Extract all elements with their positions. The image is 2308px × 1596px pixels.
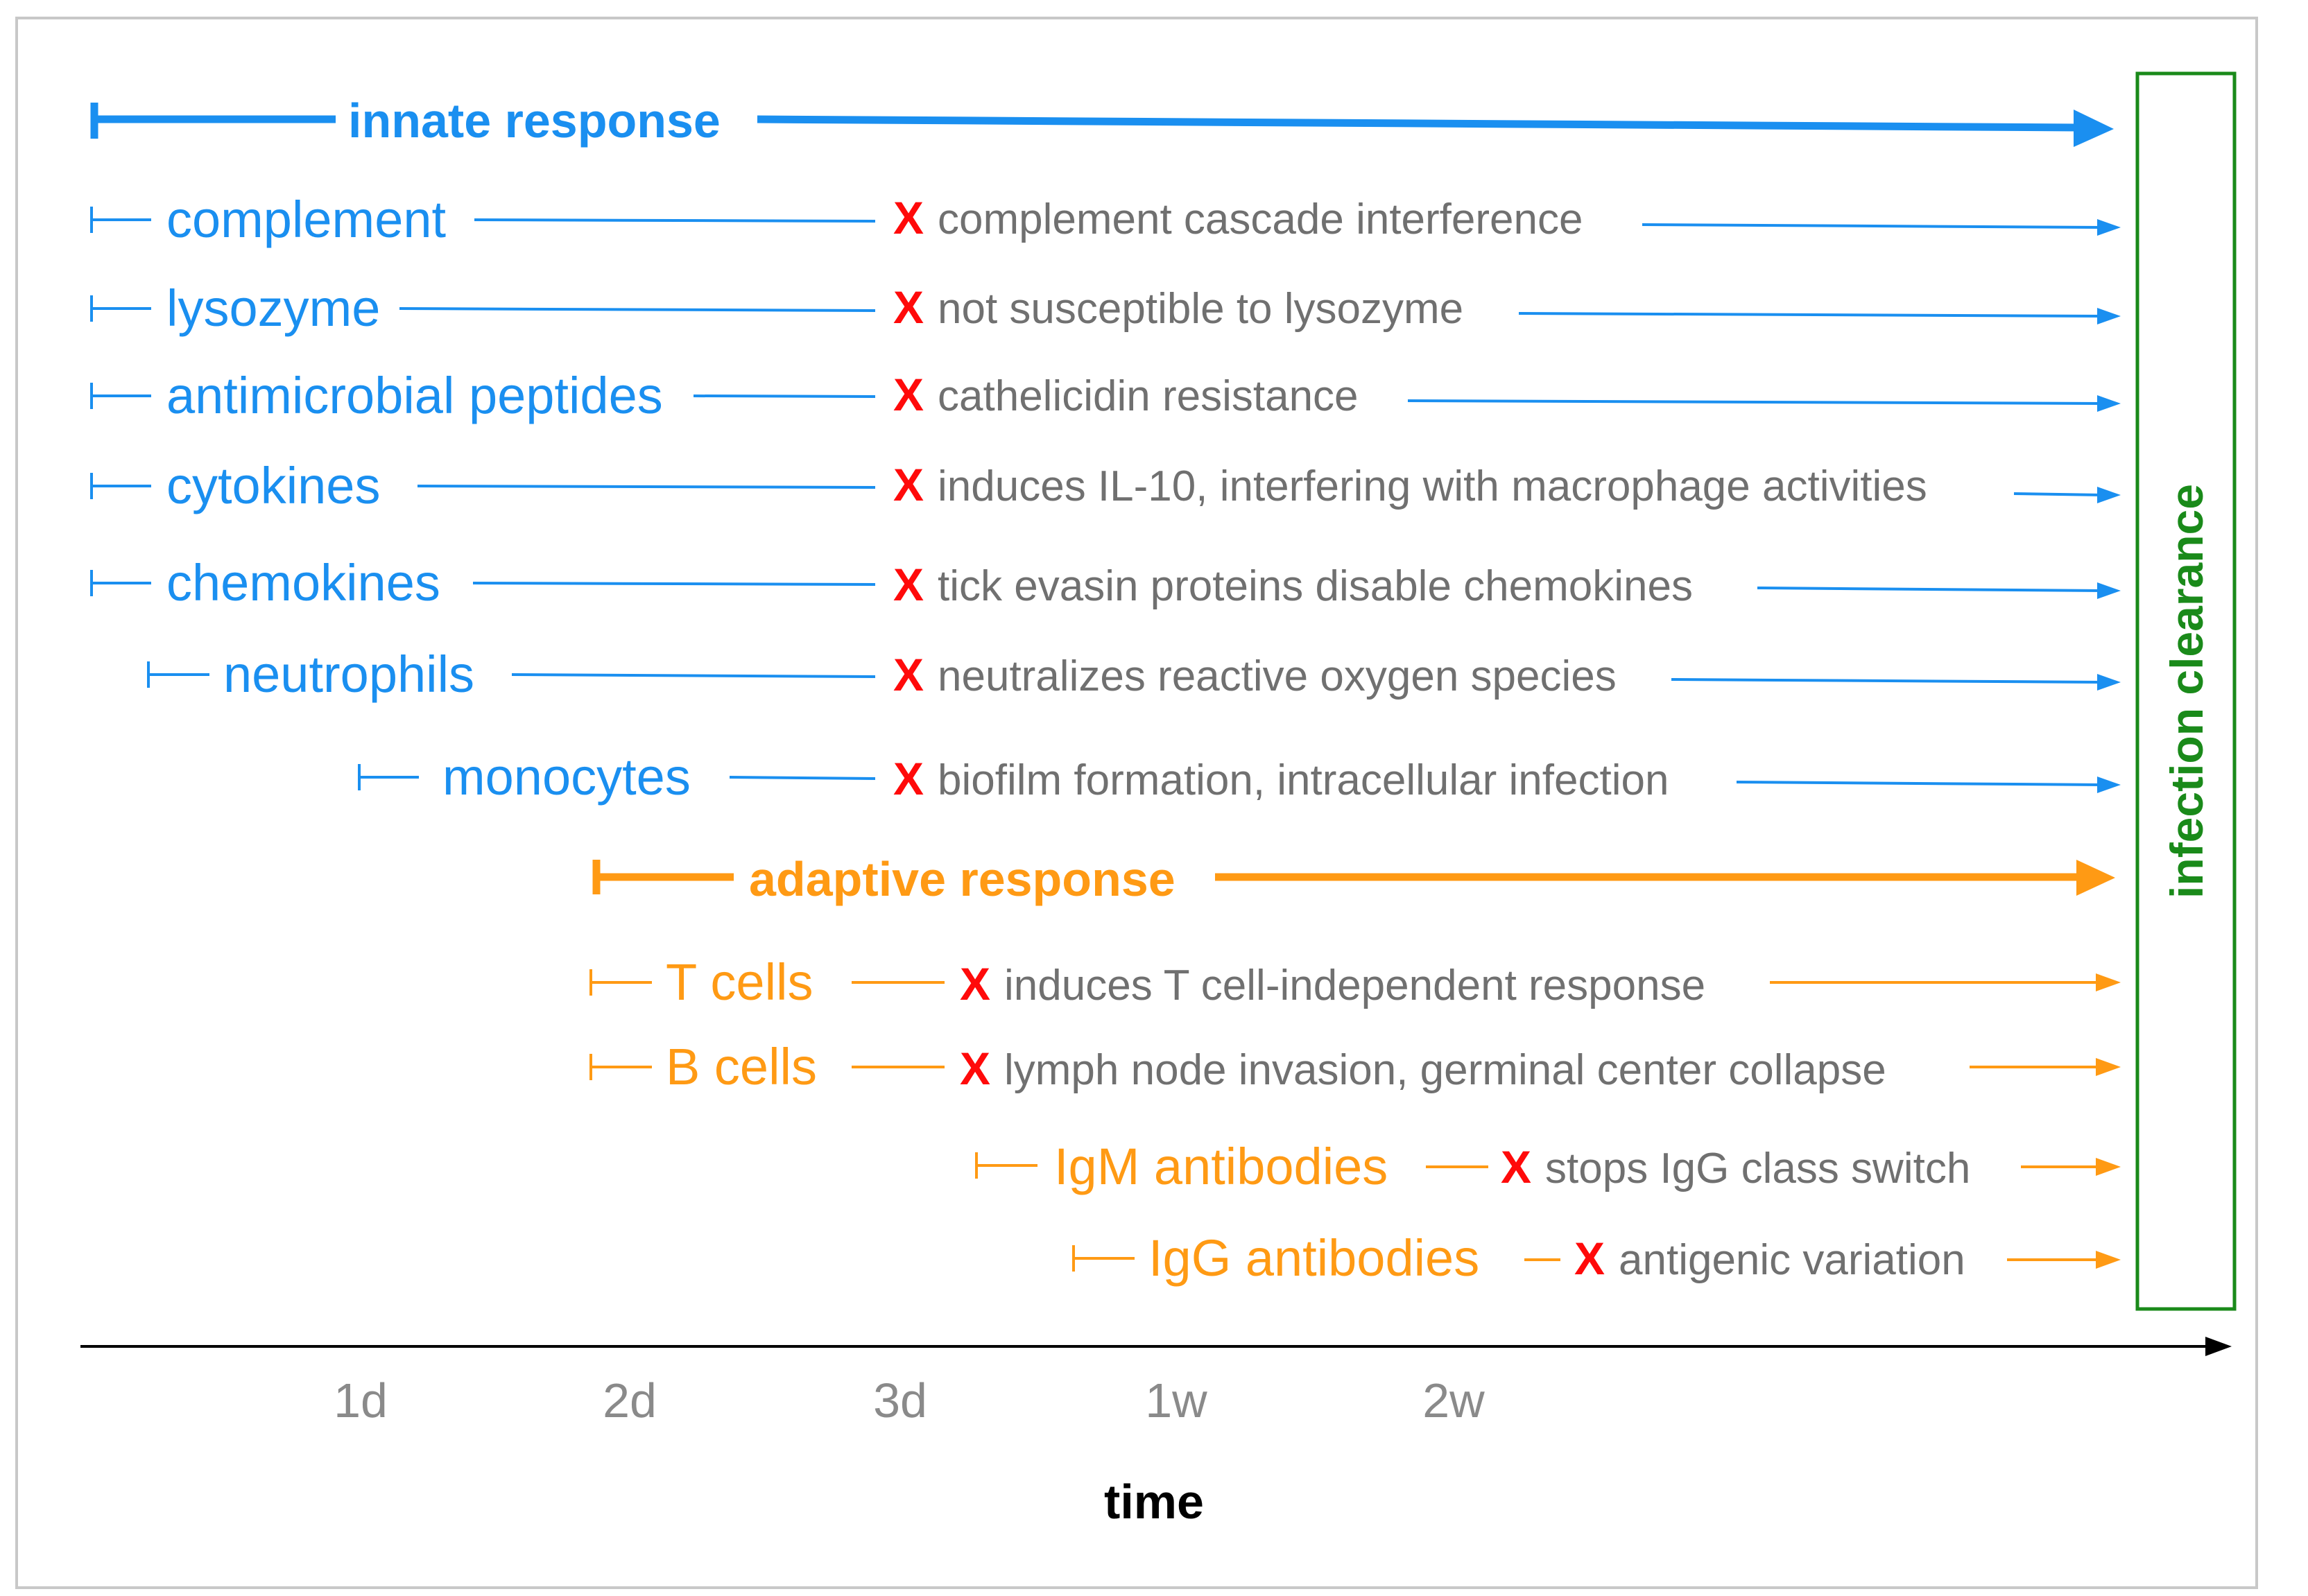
row-arrowhead (2096, 1158, 2121, 1176)
row-line-to-clearance (1642, 223, 2103, 229)
row-arrowhead (2097, 487, 2121, 503)
complement-evasion: complement cascade interference (938, 196, 1583, 243)
innate-response-title: innate response (348, 94, 721, 148)
row-line-to-mark (417, 485, 876, 489)
adaptive-row-igg-antibodies: IgG antibodies X antigenic variation (1072, 1229, 2121, 1287)
row-line-to-mark (474, 218, 876, 223)
lysozyme-evasion: not susceptible to lysozyme (938, 285, 1463, 333)
igg-antibodies-label: IgG antibodies (1148, 1229, 1479, 1287)
evasion-x-icon: X (893, 559, 924, 610)
row-line-to-clearance (1518, 312, 2103, 318)
innate-row-monocytes: monocytes X biofilm formation, intracell… (358, 748, 2121, 806)
row-line-to-clearance (1736, 781, 2103, 786)
cytokines-evasion: induces IL-10, interfering with macropha… (938, 462, 1927, 510)
cytokines-label: cytokines (166, 457, 380, 514)
row-line-to-mark (729, 776, 876, 780)
axis-tick-label: 1w (1145, 1373, 1207, 1428)
innate-row-antimicrobial-peptides: antimicrobial peptides X cathelicidin re… (90, 367, 2121, 424)
adaptive-response-header: adaptive response (592, 852, 2115, 906)
row-arrowhead (2097, 777, 2121, 793)
adaptive-row-t-cells: T cells X induces T cell-independent res… (589, 953, 2121, 1011)
time-axis: 1d 2d 3d 1w 2w time (80, 1337, 2232, 1529)
row-arrowhead (2096, 973, 2121, 991)
diagram-frame (15, 17, 2258, 1589)
row-arrowhead (2097, 219, 2121, 236)
complement-label: complement (166, 191, 447, 248)
innate-response-header: innate response (90, 94, 2114, 148)
row-line-to-clearance (2013, 492, 2103, 496)
row-arrowhead (2097, 674, 2121, 691)
row-line-to-mark (399, 307, 876, 312)
chemokines-evasion: tick evasin proteins disable chemokines (938, 562, 1693, 610)
axis-tick-label: 2d (603, 1373, 657, 1428)
evasion-x-icon: X (960, 958, 990, 1009)
infection-clearance-box: infection clearance (2135, 71, 2237, 1311)
evasion-x-icon: X (893, 192, 924, 243)
innate-row-lysozyme: lysozyme X not susceptible to lysozyme (90, 279, 2121, 337)
b-cells-evasion: lymph node invasion, germinal center col… (1004, 1046, 1886, 1094)
axis-tick-label: 1d (334, 1373, 388, 1428)
evasion-x-icon: X (960, 1043, 990, 1094)
innate-row-chemokines: chemokines X tick evasin proteins disabl… (90, 554, 2121, 611)
innate-row-complement: complement X complement cascade interfer… (90, 191, 2121, 248)
row-arrowhead (2096, 1058, 2121, 1076)
igm-antibodies-label: IgM antibodies (1054, 1138, 1388, 1195)
monocytes-evasion: biofilm formation, intracellular infecti… (938, 756, 1669, 804)
row-line-to-mark (472, 582, 876, 586)
antimicrobial-peptides-label: antimicrobial peptides (166, 367, 663, 424)
chemokines-label: chemokines (166, 554, 440, 611)
t-cells-evasion: induces T cell-independent response (1004, 962, 1705, 1009)
monocytes-label: monocytes (442, 748, 691, 806)
row-line-to-mark (511, 673, 876, 678)
antimicrobial-peptides-evasion: cathelicidin resistance (938, 372, 1359, 420)
evasion-x-icon: X (893, 753, 924, 804)
evasion-x-icon: X (893, 369, 924, 420)
neutrophils-label: neutrophils (223, 645, 474, 703)
innate-row-cytokines: cytokines X induces IL-10, interfering w… (90, 457, 2121, 514)
row-line-to-clearance (1407, 399, 2103, 405)
neutrophils-evasion: neutralizes reactive oxygen species (938, 652, 1617, 700)
row-arrowhead (2097, 308, 2121, 324)
innate-arrowhead (2074, 110, 2114, 147)
t-cells-label: T cells (666, 953, 813, 1011)
innate-line-right (757, 115, 2081, 132)
lysozyme-label: lysozyme (166, 279, 380, 337)
axis-tick-label: 2w (1422, 1373, 1485, 1428)
adaptive-row-b-cells: B cells X lymph node invasion, germinal … (589, 1038, 2121, 1095)
igm-antibodies-evasion: stops IgG class switch (1545, 1145, 1970, 1192)
time-axis-arrowhead (2205, 1337, 2232, 1356)
igg-antibodies-evasion: antigenic variation (1619, 1236, 1965, 1284)
adaptive-row-igm-antibodies: IgM antibodies X stops IgG class switch (975, 1138, 2121, 1195)
clearance-box-outline (2135, 71, 2237, 1311)
evasion-x-icon: X (1574, 1233, 1605, 1284)
evasion-x-icon: X (1501, 1141, 1531, 1192)
row-line-to-mark (693, 394, 876, 398)
evasion-x-icon: X (893, 281, 924, 333)
row-arrowhead (2096, 1251, 2121, 1269)
row-arrowhead (2097, 582, 2121, 599)
axis-tick-label: 3d (873, 1373, 927, 1428)
infection-clearance-label: infection clearance (2161, 484, 2212, 899)
b-cells-label: B cells (666, 1038, 817, 1095)
evasion-x-icon: X (893, 459, 924, 510)
adaptive-response-title: adaptive response (749, 852, 1175, 906)
evasion-x-icon: X (893, 649, 924, 700)
adaptive-arrowhead (2076, 860, 2115, 896)
row-line-to-clearance (1671, 678, 2103, 684)
row-line-to-clearance (1757, 587, 2103, 592)
time-axis-title: time (1104, 1475, 1204, 1529)
row-arrowhead (2097, 395, 2121, 412)
innate-row-neutrophils: neutrophils X neutralizes reactive oxyge… (147, 645, 2121, 703)
